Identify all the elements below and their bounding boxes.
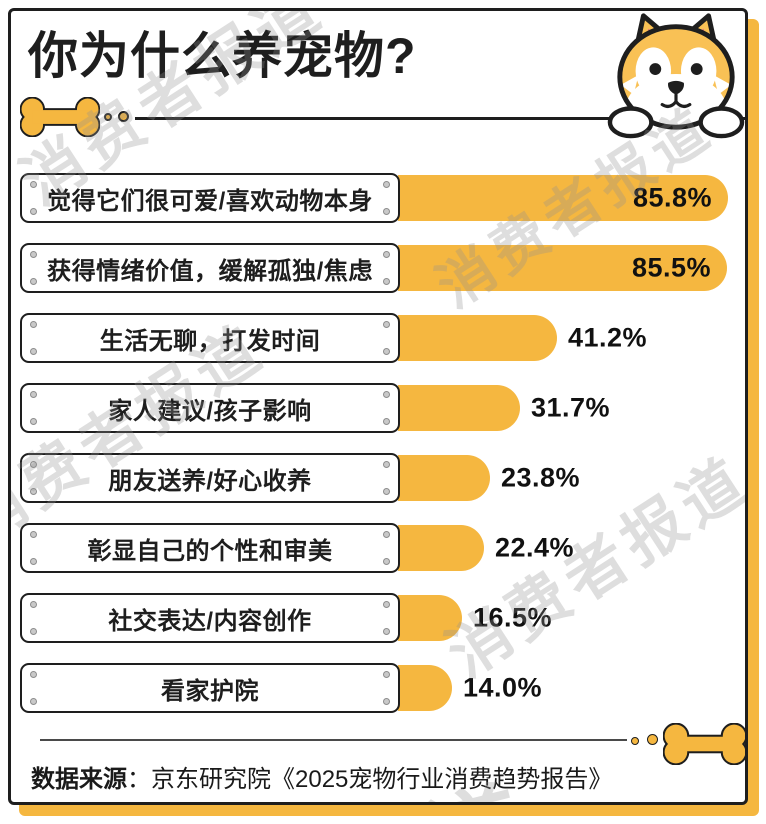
dog-mascot-icon [607,13,745,139]
value-label: 85.8% [632,182,712,213]
pin-dot [383,671,390,678]
pin-dot [383,418,390,425]
chart-row: 31.7% 家人建议/孩子影响 [20,383,740,433]
pin-dot [383,461,390,468]
pin-dot [30,461,37,468]
pin-dot [383,321,390,328]
pin-dot [30,208,37,215]
chart-row: 22.4% 彰显自己的个性和审美 [20,523,740,573]
pin-dot [30,278,37,285]
pin-dot [30,321,37,328]
category-label-box: 生活无聊，打发时间 [20,313,400,363]
value-label: 14.0% [463,672,543,703]
value-label: 85.5% [631,252,711,283]
category-label-box: 社交表达/内容创作 [20,593,400,643]
chart-row: 16.5% 社交表达/内容创作 [20,593,740,643]
infographic-card: 消费者报道 消费者报道 消费者报道 消费者报道 消费者报道 你为什么养宠物? [8,8,748,805]
bone-icon [663,723,745,765]
category-label-box: 看家护院 [20,663,400,713]
category-label-box: 家人建议/孩子影响 [20,383,400,433]
pin-dot [383,601,390,608]
bar: 23.8% [398,455,580,501]
ornament-dot [647,734,658,745]
page-title: 你为什么养宠物? [28,28,417,84]
bar-chart: 85.8% 觉得它们很可爱/喜欢动物本身 85.5% 获得情绪价值，缓解孤独/焦… [20,173,740,733]
pin-dot [30,558,37,565]
pin-dot [383,391,390,398]
pin-dot [30,488,37,495]
bar: 41.2% [398,315,647,361]
data-source: 数据来源：京东研究院《2025宠物行业消费趋势报告》 [31,759,612,794]
pin-dot [383,278,390,285]
pin-dot [30,251,37,258]
pin-dot [383,488,390,495]
bar: 16.5% [398,595,552,641]
bar: 85.8% [398,175,728,221]
pin-dot [383,181,390,188]
category-label: 家人建议/孩子影响 [108,397,312,425]
category-label: 生活无聊，打发时间 [99,327,321,355]
data-source-separator: ： [127,766,151,793]
pin-dot [30,391,37,398]
chart-row: 23.8% 朋友送养/好心收养 [20,453,740,503]
category-label: 社交表达/内容创作 [108,607,312,635]
value-label: 22.4% [495,532,575,563]
category-label: 看家护院 [161,677,259,705]
pin-dot [30,531,37,538]
pin-dot [30,181,37,188]
chart-row: 85.5% 获得情绪价值，缓解孤独/焦虑 [20,243,740,293]
pin-dot [30,698,37,705]
value-label: 16.5% [473,602,553,633]
bar: 22.4% [398,525,574,571]
pin-dot [383,208,390,215]
category-label-box: 觉得它们很可爱/喜欢动物本身 [20,173,400,223]
pin-dot [30,671,37,678]
pin-dot [383,348,390,355]
category-label: 彰显自己的个性和审美 [87,537,333,565]
pin-dot [383,531,390,538]
pin-dot [30,601,37,608]
pin-dot [383,698,390,705]
value-label: 41.2% [568,322,648,353]
chart-row: 85.8% 觉得它们很可爱/喜欢动物本身 [20,173,740,223]
category-label: 朋友送养/好心收养 [108,467,312,495]
ornament-dot [631,737,639,745]
pin-dot [30,628,37,635]
pin-dot [383,251,390,258]
category-label-box: 彰显自己的个性和审美 [20,523,400,573]
pin-dot [383,558,390,565]
chart-row: 41.2% 生活无聊，打发时间 [20,313,740,363]
bar: 85.5% [398,245,727,291]
pin-dot [30,348,37,355]
bone-icon [20,97,100,137]
bar: 31.7% [398,385,610,431]
category-label: 觉得它们很可爱/喜欢动物本身 [47,187,373,215]
category-label-box: 获得情绪价值，缓解孤独/焦虑 [20,243,400,293]
data-source-text: 京东研究院《2025宠物行业消费趋势报告》 [151,766,613,793]
ornament-dot [104,113,112,121]
footer-divider-line [40,739,627,741]
chart-row: 14.0% 看家护院 [20,663,740,713]
bar: 14.0% [398,665,542,711]
data-source-label: 数据来源 [31,766,127,793]
pin-dot [383,628,390,635]
header-divider-line [135,117,745,120]
pin-dot [30,418,37,425]
category-label-box: 朋友送养/好心收养 [20,453,400,503]
value-label: 23.8% [501,462,581,493]
ornament-dot [118,111,129,122]
value-label: 31.7% [531,392,611,423]
category-label: 获得情绪价值，缓解孤独/焦虑 [47,257,373,285]
